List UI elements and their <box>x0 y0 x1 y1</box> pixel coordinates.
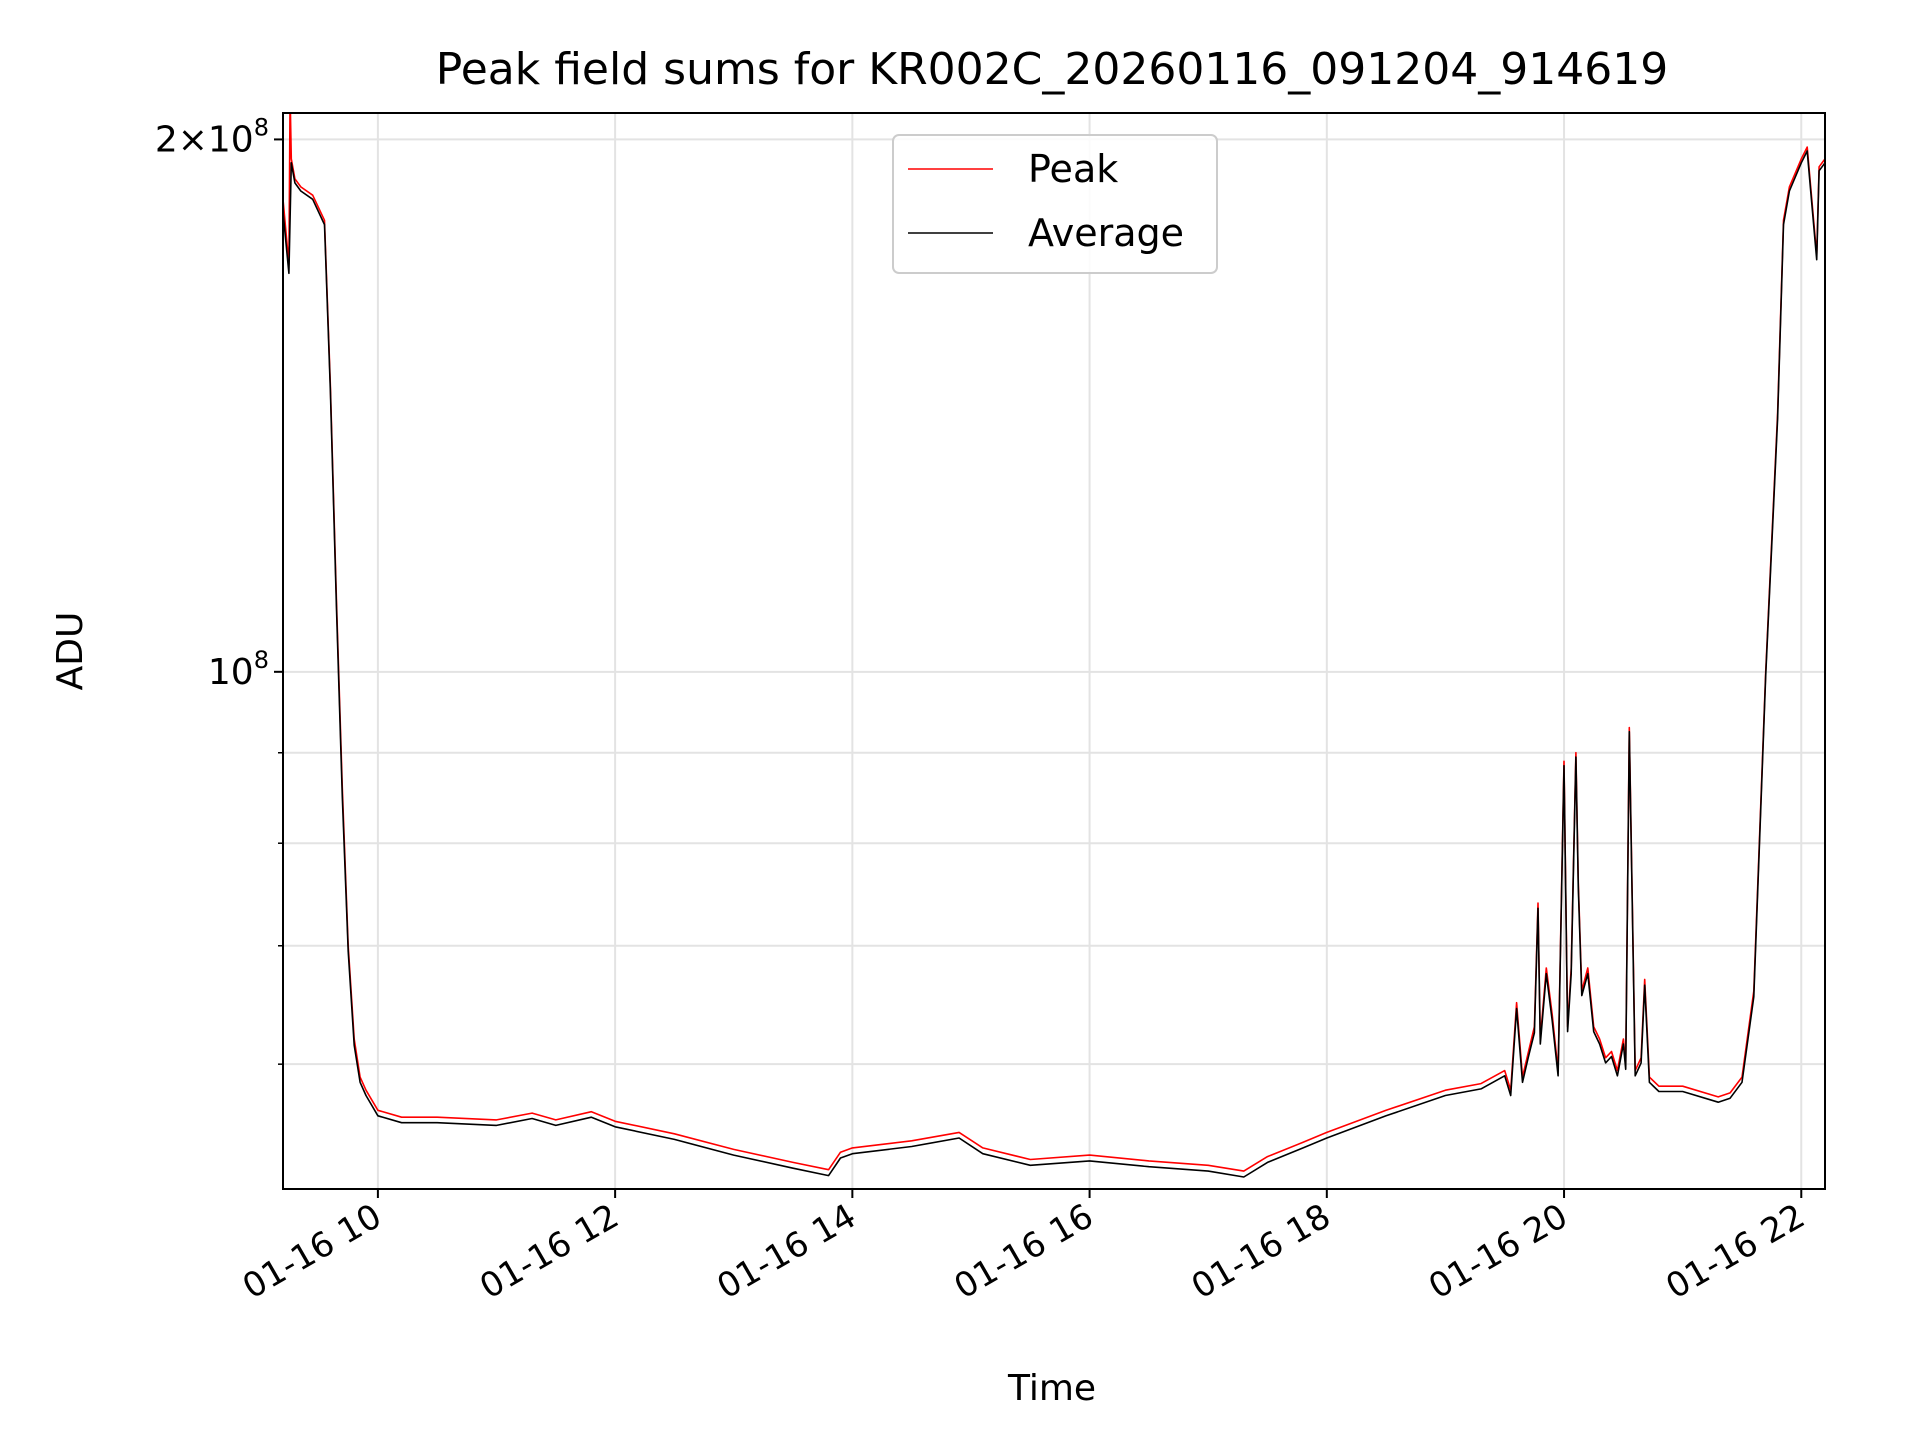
y-tick-label: 108 <box>208 646 269 693</box>
x-axis-label: Time <box>1007 1368 1096 1409</box>
plot-frame <box>282 112 1826 1190</box>
grid-lines <box>283 113 1825 1189</box>
series-line-average <box>283 150 1825 1178</box>
y-tick-times-sign: × <box>178 119 208 160</box>
y-tick-base: 10 <box>208 119 254 160</box>
y-tick-label: 2×108 <box>155 113 269 160</box>
y-tick-exponent: 8 <box>254 646 269 674</box>
plot-series <box>283 113 1825 1178</box>
y-tick-base: 10 <box>208 652 254 693</box>
y-tick-exponent: 8 <box>254 113 269 141</box>
chart-title: Peak field sums for KR002C_20260116_0912… <box>436 44 1668 95</box>
y-axis-label: ADU <box>50 612 91 691</box>
legend: Peak Average <box>892 134 1218 274</box>
legend-peak-label: Peak <box>1028 147 1118 191</box>
legend-average-label: Average <box>1028 211 1184 255</box>
series-line-peak <box>283 113 1825 1172</box>
y-tick-mantissa: 2 <box>155 119 178 160</box>
